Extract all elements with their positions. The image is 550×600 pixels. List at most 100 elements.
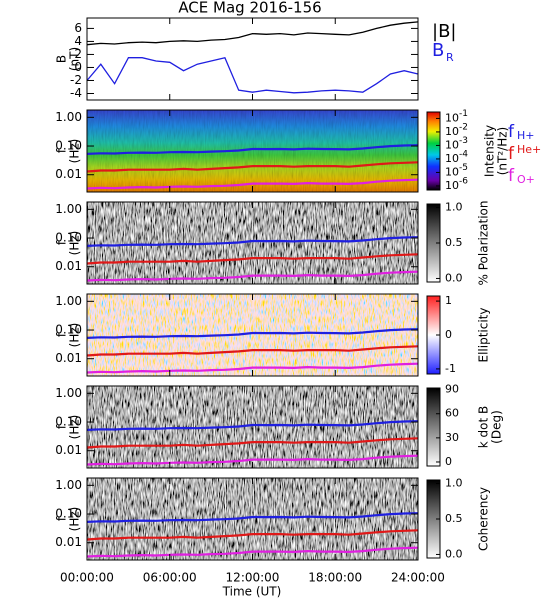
colorbar-tick-label: 10 <box>445 152 459 165</box>
colorbar-label: Ellipticity <box>477 308 491 363</box>
colorbar-tick-label: 90 <box>445 383 459 396</box>
y-tick-label: 0.10 <box>55 415 82 429</box>
colorbar-tick-label: 0.5 <box>445 236 463 249</box>
colorbar-tick-label: 0.0 <box>445 271 463 284</box>
colorbar <box>426 111 441 191</box>
series-line <box>86 328 419 339</box>
colorbar <box>426 387 441 467</box>
colorbar-tick-label: 1.0 <box>445 201 463 214</box>
y-axis-label: (Hz) <box>68 139 82 164</box>
colorbar-label: (Deg) <box>490 410 504 444</box>
y-tick-label: 0.10 <box>55 231 82 245</box>
series-line <box>86 56 419 94</box>
spectrogram <box>87 202 418 284</box>
series-line <box>86 420 419 431</box>
colorbar-tick-label: 1.0 <box>445 477 463 490</box>
spectrogram <box>87 294 418 376</box>
colorbar-tick-exponent: -3 <box>459 136 468 146</box>
x-tick-label: 12:00:00 <box>226 571 280 585</box>
y-tick-label: 4 <box>74 34 82 48</box>
colorbar-label: Coherency <box>477 487 491 551</box>
series-line <box>86 270 419 282</box>
legend-subscript: O+ <box>517 173 535 186</box>
series-line <box>86 454 419 466</box>
spectrogram <box>87 478 418 560</box>
series-line <box>86 362 419 374</box>
y-tick-label: 0 <box>74 60 82 74</box>
legend-label: f <box>508 166 515 186</box>
x-tick-label: 06:00:00 <box>143 571 197 585</box>
legend-subscript: H+ <box>517 129 535 142</box>
legend-subscript: R <box>446 51 454 64</box>
y-tick-label: 0.10 <box>55 139 82 153</box>
y-tick-label: 0.01 <box>55 443 82 457</box>
y-tick-label: 0.01 <box>55 351 82 365</box>
legend-label: |B| <box>432 21 456 42</box>
y-axis-label: f <box>55 516 69 521</box>
y-tick-label: 0.10 <box>55 507 82 521</box>
series-line <box>86 529 419 541</box>
colorbar-tick-exponent: -4 <box>459 149 468 159</box>
y-tick-label: 0.01 <box>55 167 82 181</box>
y-tick-label: 0.01 <box>55 259 82 273</box>
y-axis-label: f <box>55 240 69 245</box>
y-tick-label: 1.00 <box>55 110 82 124</box>
y-tick-label: 1.00 <box>55 202 82 216</box>
series-line <box>86 161 419 173</box>
y-axis-label: (Hz) <box>68 415 82 440</box>
y-axis-label: (Hz) <box>68 323 82 348</box>
y-tick-label: 1.00 <box>55 294 82 308</box>
colorbar-label: (nT²/Hz) <box>496 127 510 175</box>
legend-subscript: He+ <box>517 143 541 156</box>
colorbar-tick-label: 10 <box>445 165 459 178</box>
series-line <box>86 253 419 265</box>
series-line <box>86 178 419 190</box>
colorbar-label: k dot B <box>477 406 491 448</box>
y-tick-label: -4 <box>70 86 82 100</box>
x-tick-label: 24:00:00 <box>391 571 445 585</box>
y-axis-label: f <box>55 424 69 429</box>
colorbar-tick-exponent: -1 <box>459 109 468 119</box>
y-tick-label: 0.01 <box>55 535 82 549</box>
colorbar-label: Intensity <box>483 125 497 177</box>
y-axis-label: (nT) <box>68 47 82 71</box>
y-axis-label: (Hz) <box>68 231 82 256</box>
series-line <box>86 546 419 558</box>
x-axis-label: Time (UT) <box>222 585 282 599</box>
series-line <box>86 144 419 155</box>
y-tick-label: 6 <box>74 21 82 35</box>
y-tick-label: 2 <box>74 47 82 61</box>
y-tick-label: -2 <box>70 73 82 87</box>
spectrogram-texture <box>87 110 418 192</box>
legend-label: f <box>508 122 515 142</box>
series-line <box>86 437 419 449</box>
chart-title: ACE Mag 2016-156 <box>178 0 321 17</box>
legend-label: f <box>508 144 515 164</box>
colorbar-tick-label: -1 <box>445 362 456 375</box>
series-line <box>86 236 419 247</box>
series-line <box>86 21 419 46</box>
colorbar-tick-label: 10 <box>445 111 459 124</box>
y-axis-label: B <box>55 55 69 63</box>
series-line <box>86 345 419 357</box>
series-line <box>86 512 419 523</box>
y-tick-label: 0.10 <box>55 323 82 337</box>
colorbar-tick-label: 10 <box>445 179 459 192</box>
colorbar-label: % Polarization <box>477 201 491 286</box>
y-tick-label: 1.00 <box>55 386 82 400</box>
colorbar-tick-label: 30 <box>445 431 459 444</box>
colorbar-tick-exponent: -2 <box>459 122 468 132</box>
y-tick-label: 1.00 <box>55 478 82 492</box>
x-tick-label: 18:00:00 <box>308 571 362 585</box>
legend-label: B <box>432 40 444 61</box>
y-axis-label: f <box>55 148 69 153</box>
colorbar-tick-label: 0.0 <box>445 547 463 560</box>
colorbar-tick-label: 10 <box>445 125 459 138</box>
colorbar-tick-label: 0 <box>445 328 452 341</box>
colorbar-tick-label: 1 <box>445 294 452 307</box>
x-tick-label: 00:00:00 <box>60 571 114 585</box>
y-axis-label: f <box>55 332 69 337</box>
spectrogram <box>87 386 418 468</box>
colorbar-tick-exponent: -6 <box>459 176 468 186</box>
